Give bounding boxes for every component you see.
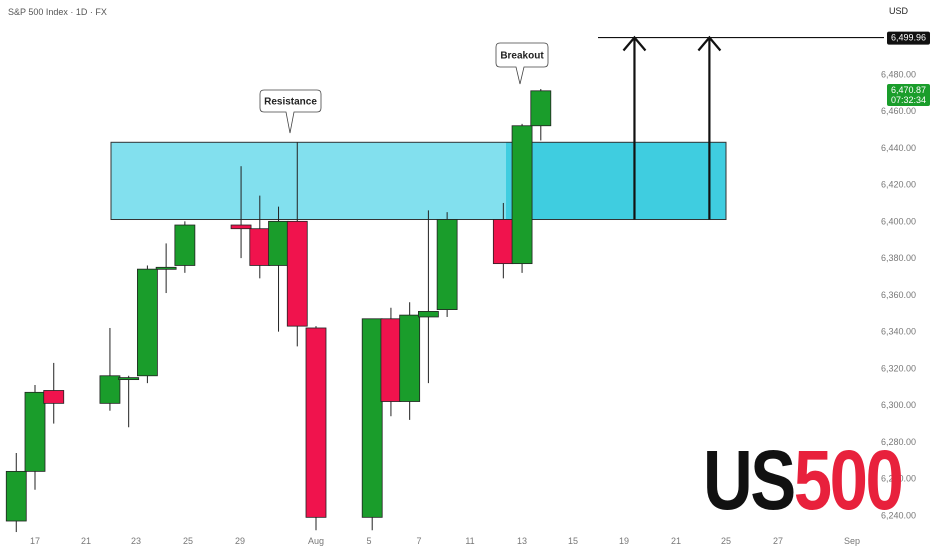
y-tick-label: 6,240.00 (881, 511, 916, 521)
x-tick-label: 17 (30, 536, 40, 546)
candle-body (249, 228, 271, 266)
candle-body (118, 377, 140, 381)
candle (436, 212, 458, 317)
candle-body (399, 314, 421, 402)
brand-prefix: US (703, 433, 796, 527)
candle-body (174, 224, 196, 266)
candle (417, 210, 439, 384)
candle-body (99, 375, 121, 404)
currency-label[interactable]: USD (888, 6, 908, 16)
x-tick-label: 21 (81, 536, 91, 546)
candle (530, 88, 552, 141)
candle (136, 265, 158, 384)
candle-body (530, 90, 552, 127)
x-tick-label: Aug (308, 536, 324, 546)
x-tick-label: 13 (517, 536, 527, 546)
x-tick-label: 25 (721, 536, 731, 546)
y-tick-label: 6,260.00 (881, 474, 916, 484)
candle (511, 123, 533, 273)
brand-logo: US500 (703, 438, 904, 522)
candle-body (5, 470, 27, 522)
candles (5, 88, 552, 533)
y-tick-label: 6,440.00 (881, 143, 916, 153)
x-tick-label: 11 (465, 536, 474, 546)
candle-body (268, 220, 289, 266)
axes: 6,240.00 6,260.00 6,280.00 6,300.00 6,320.00… (30, 31, 930, 546)
candle (99, 327, 121, 411)
candle-body (417, 311, 439, 318)
last-price-tag-text: 6,470.87 (891, 85, 926, 95)
last-price-tag-text: 07:32:34 (891, 95, 926, 105)
y-tick-label: 6,300.00 (881, 400, 916, 410)
candle (361, 318, 383, 531)
candle-body (24, 391, 46, 472)
breakout-callout: Breakout (495, 42, 549, 85)
candle (43, 362, 65, 424)
candle (118, 375, 140, 428)
candle (174, 221, 196, 273)
candle-body (43, 390, 65, 404)
candle-body (380, 318, 402, 402)
resistance-callout-label: Resistance (264, 97, 317, 108)
candle-body (305, 327, 327, 518)
brand-suffix: 500 (793, 433, 904, 527)
candle (286, 142, 308, 347)
target-price-tag: 6,499.96 (887, 31, 930, 45)
candle-body (361, 318, 383, 518)
x-tick-label: 19 (619, 536, 629, 546)
candle (5, 452, 27, 533)
breakout-callout-label: Breakout (500, 51, 544, 62)
y-tick-label: 6,400.00 (881, 216, 916, 226)
chart-header: S&P 500 Index · 1D · FX (8, 7, 107, 17)
resistance-zone (110, 141, 727, 221)
y-tick-label: 6,380.00 (881, 253, 916, 263)
x-tick-label: 5 (366, 536, 371, 546)
candle-body (286, 220, 308, 327)
x-tick-label: 23 (131, 536, 141, 546)
candle-body (436, 219, 458, 310)
x-tick-label: 27 (773, 536, 783, 546)
y-tick-label: 6,460.00 (881, 106, 916, 116)
x-tick-label: 21 (671, 536, 681, 546)
candle-body (155, 266, 177, 270)
candle-body (230, 224, 252, 230)
y-tick-label: 6,360.00 (881, 290, 916, 300)
candle (399, 302, 421, 420)
x-tick-label: 25 (183, 536, 193, 546)
candle-body (136, 268, 158, 377)
y-tick-label: 6,280.00 (881, 437, 916, 447)
candle (305, 326, 327, 531)
x-axis: 17 21 23 25 29 Aug 5 7 11 13 15 19 21 25 27 Sep (30, 536, 860, 546)
zone-border (110, 141, 727, 221)
candle (24, 384, 46, 490)
x-tick-label: 15 (568, 536, 578, 546)
candle (380, 307, 402, 417)
y-axis: 6,240.00 6,260.00 6,280.00 6,300.00 6,320.00… (881, 69, 916, 520)
x-tick-label: 29 (235, 536, 245, 546)
up-arrow (622, 35, 647, 220)
candle-body (511, 125, 533, 265)
y-tick-label: 6,320.00 (881, 363, 916, 373)
annotations-layer: Resistance Breakout (259, 35, 884, 220)
up-arrow (697, 35, 722, 220)
zone-left (111, 142, 506, 220)
zone-right (506, 142, 726, 220)
candle-body (492, 219, 514, 265)
y-tick-label: 6,480.00 (881, 69, 916, 79)
candle (268, 206, 289, 332)
y-tick-label: 6,340.00 (881, 327, 916, 337)
target-price-tag-text: 6,499.96 (891, 33, 926, 43)
candle (249, 195, 271, 279)
x-tick-label: Sep (844, 536, 860, 546)
x-tick-label: 7 (416, 536, 421, 546)
candle (155, 243, 177, 294)
y-tick-label: 6,420.00 (881, 180, 916, 190)
candle (230, 166, 252, 259)
resistance-callout: Resistance (259, 89, 322, 134)
